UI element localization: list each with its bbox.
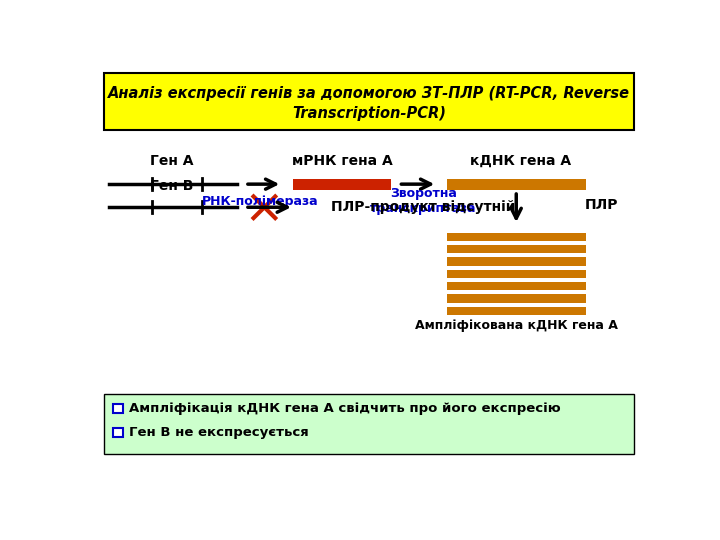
Bar: [104, 394, 634, 454]
Bar: [446, 282, 586, 291]
Text: Ампліфікована кДНК гена А: Ампліфікована кДНК гена А: [415, 319, 618, 332]
Bar: [446, 245, 586, 253]
Bar: [446, 294, 586, 303]
Bar: [446, 307, 586, 315]
Text: Transcription-PCR): Transcription-PCR): [292, 106, 446, 121]
Bar: [446, 257, 586, 266]
Bar: [113, 428, 122, 437]
Bar: [446, 233, 586, 241]
Bar: [113, 403, 122, 413]
Text: ПЛР-продукт відсутній: ПЛР-продукт відсутній: [331, 200, 516, 214]
Bar: [446, 179, 586, 190]
Text: мРНК гена А: мРНК гена А: [292, 154, 392, 168]
Text: РНК-полімераза: РНК-полімераза: [202, 194, 319, 207]
Text: Ген В не експресується: Ген В не експресується: [129, 427, 308, 440]
Bar: [293, 179, 391, 190]
Bar: [446, 269, 586, 278]
Text: Аналіз експресії генів за допомогою ЗТ-ПЛР (RT-PCR, Reverse: Аналіз експресії генів за допомогою ЗТ-П…: [108, 86, 630, 101]
Text: кДНК гена А: кДНК гена А: [469, 154, 571, 168]
Text: Ген В: Ген В: [150, 179, 193, 193]
Text: ПЛР: ПЛР: [585, 198, 618, 212]
Text: Ген А: Ген А: [150, 154, 193, 168]
Text: Ампліфікація кДНК гена А свідчить про його експресію: Ампліфікація кДНК гена А свідчить про йо…: [129, 402, 560, 415]
Text: Зворотна
транскриптаза: Зворотна транскриптаза: [370, 187, 477, 215]
Bar: [104, 72, 634, 130]
